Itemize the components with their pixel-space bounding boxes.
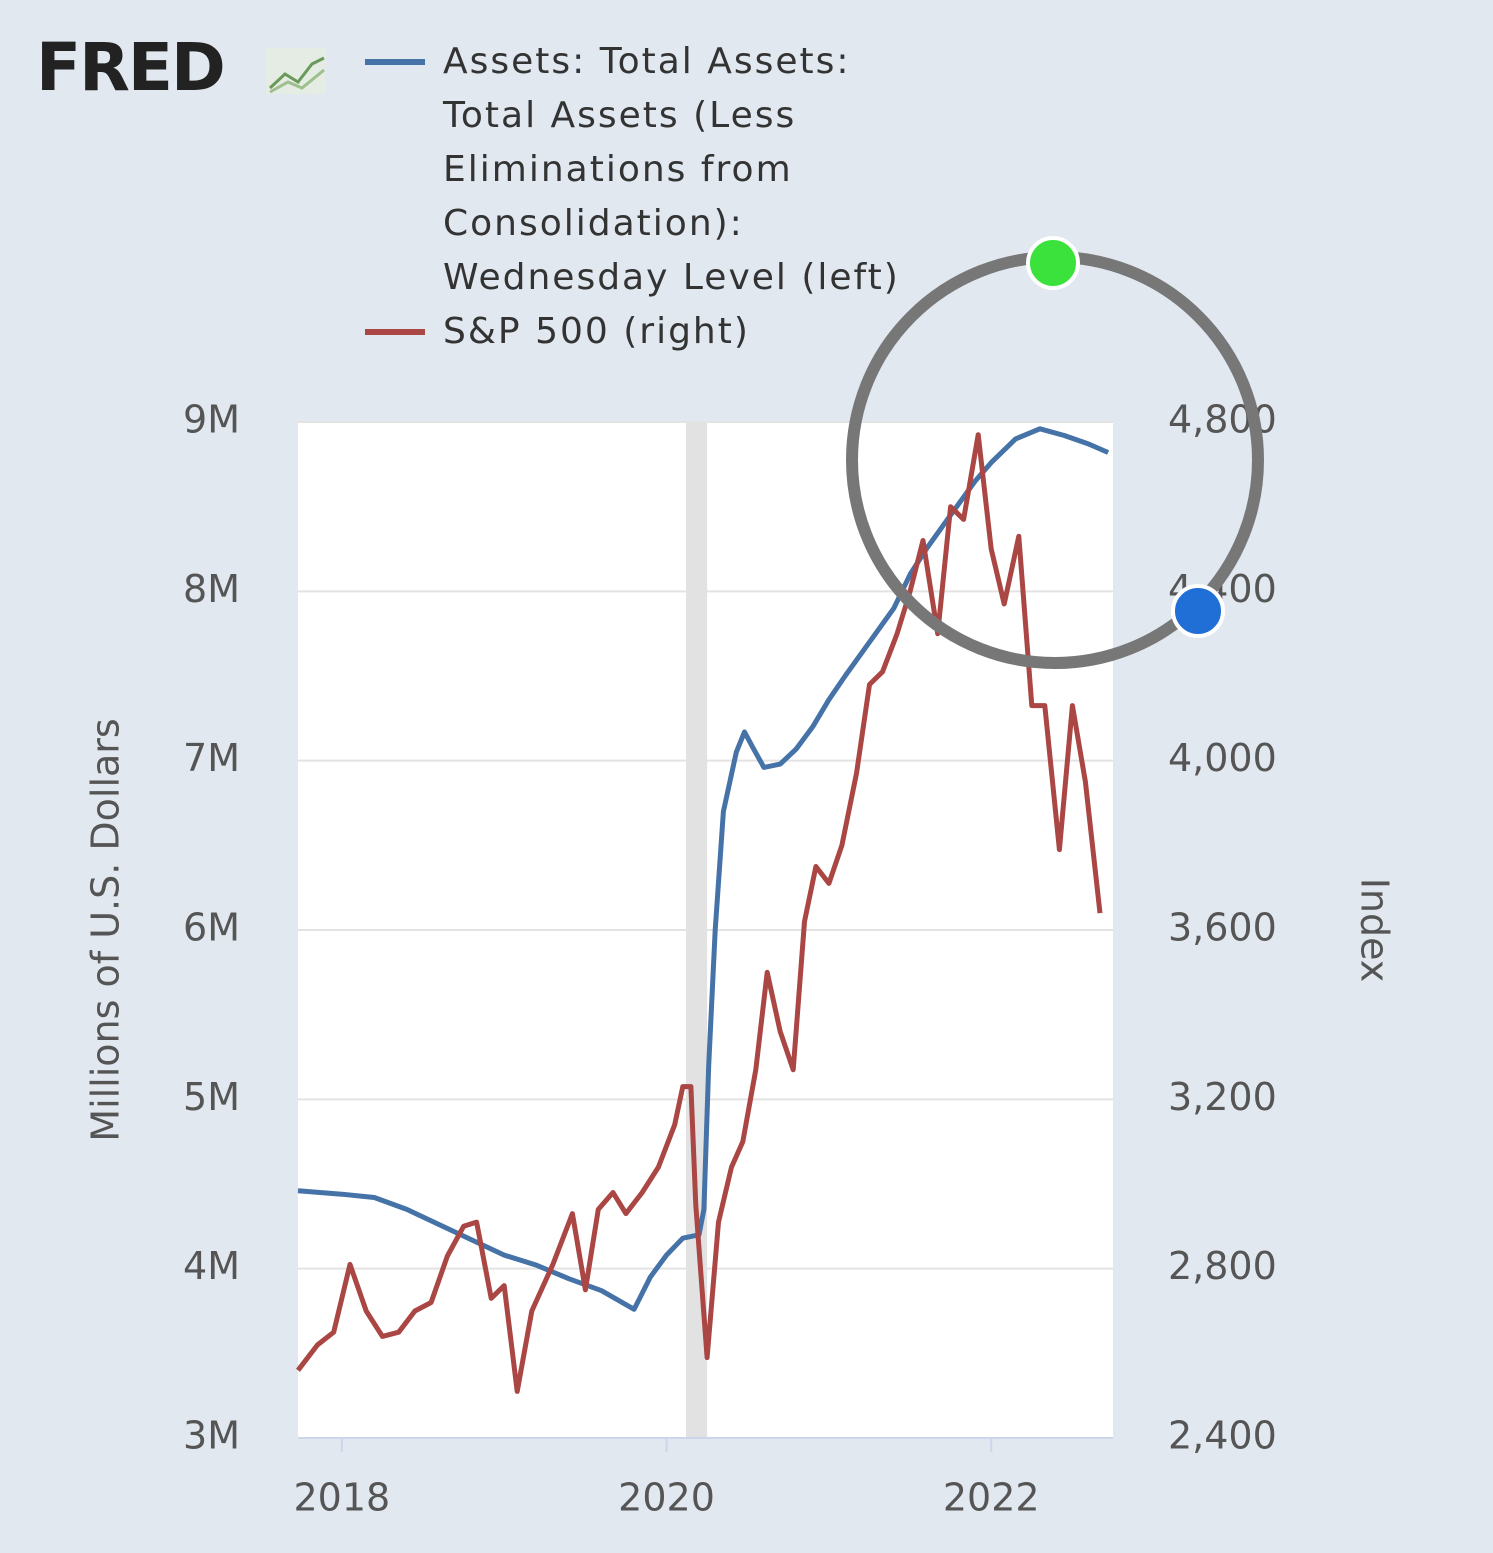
x-tick-label: 2020 <box>618 1476 715 1520</box>
legend-label: S&P 500 (right) <box>443 311 750 352</box>
y-tick-label: 8M <box>183 567 240 611</box>
y2-tick-label: 3,600 <box>1168 906 1277 950</box>
y2-axis-label: Index <box>1353 878 1397 983</box>
y-tick-label: 5M <box>183 1075 240 1119</box>
x-tick-label: 2018 <box>293 1476 390 1520</box>
logo: FRED <box>36 29 224 106</box>
y-tick-label: 4M <box>183 1244 240 1288</box>
y-tick-label: 9M <box>183 398 240 442</box>
y-tick-label: 3M <box>183 1414 240 1458</box>
y-tick-label: 7M <box>183 736 240 780</box>
y2-tick-label: 4,800 <box>1168 398 1277 442</box>
y-tick-label: 6M <box>183 906 240 950</box>
y2-tick-label: 3,200 <box>1168 1075 1277 1119</box>
logo-icon <box>266 48 326 94</box>
legend-label: Assets: Total Assets: Total Assets (Less… <box>443 41 900 298</box>
x-tick-label: 2022 <box>943 1476 1040 1520</box>
y2-tick-label: 4,000 <box>1168 736 1277 780</box>
y2-tick-label: 2,800 <box>1168 1244 1277 1288</box>
y-axis-label: Millions of U.S. Dollars <box>84 718 128 1141</box>
y2-tick-label: 2,400 <box>1168 1414 1277 1458</box>
y2-tick-label: 4,400 <box>1168 567 1277 611</box>
